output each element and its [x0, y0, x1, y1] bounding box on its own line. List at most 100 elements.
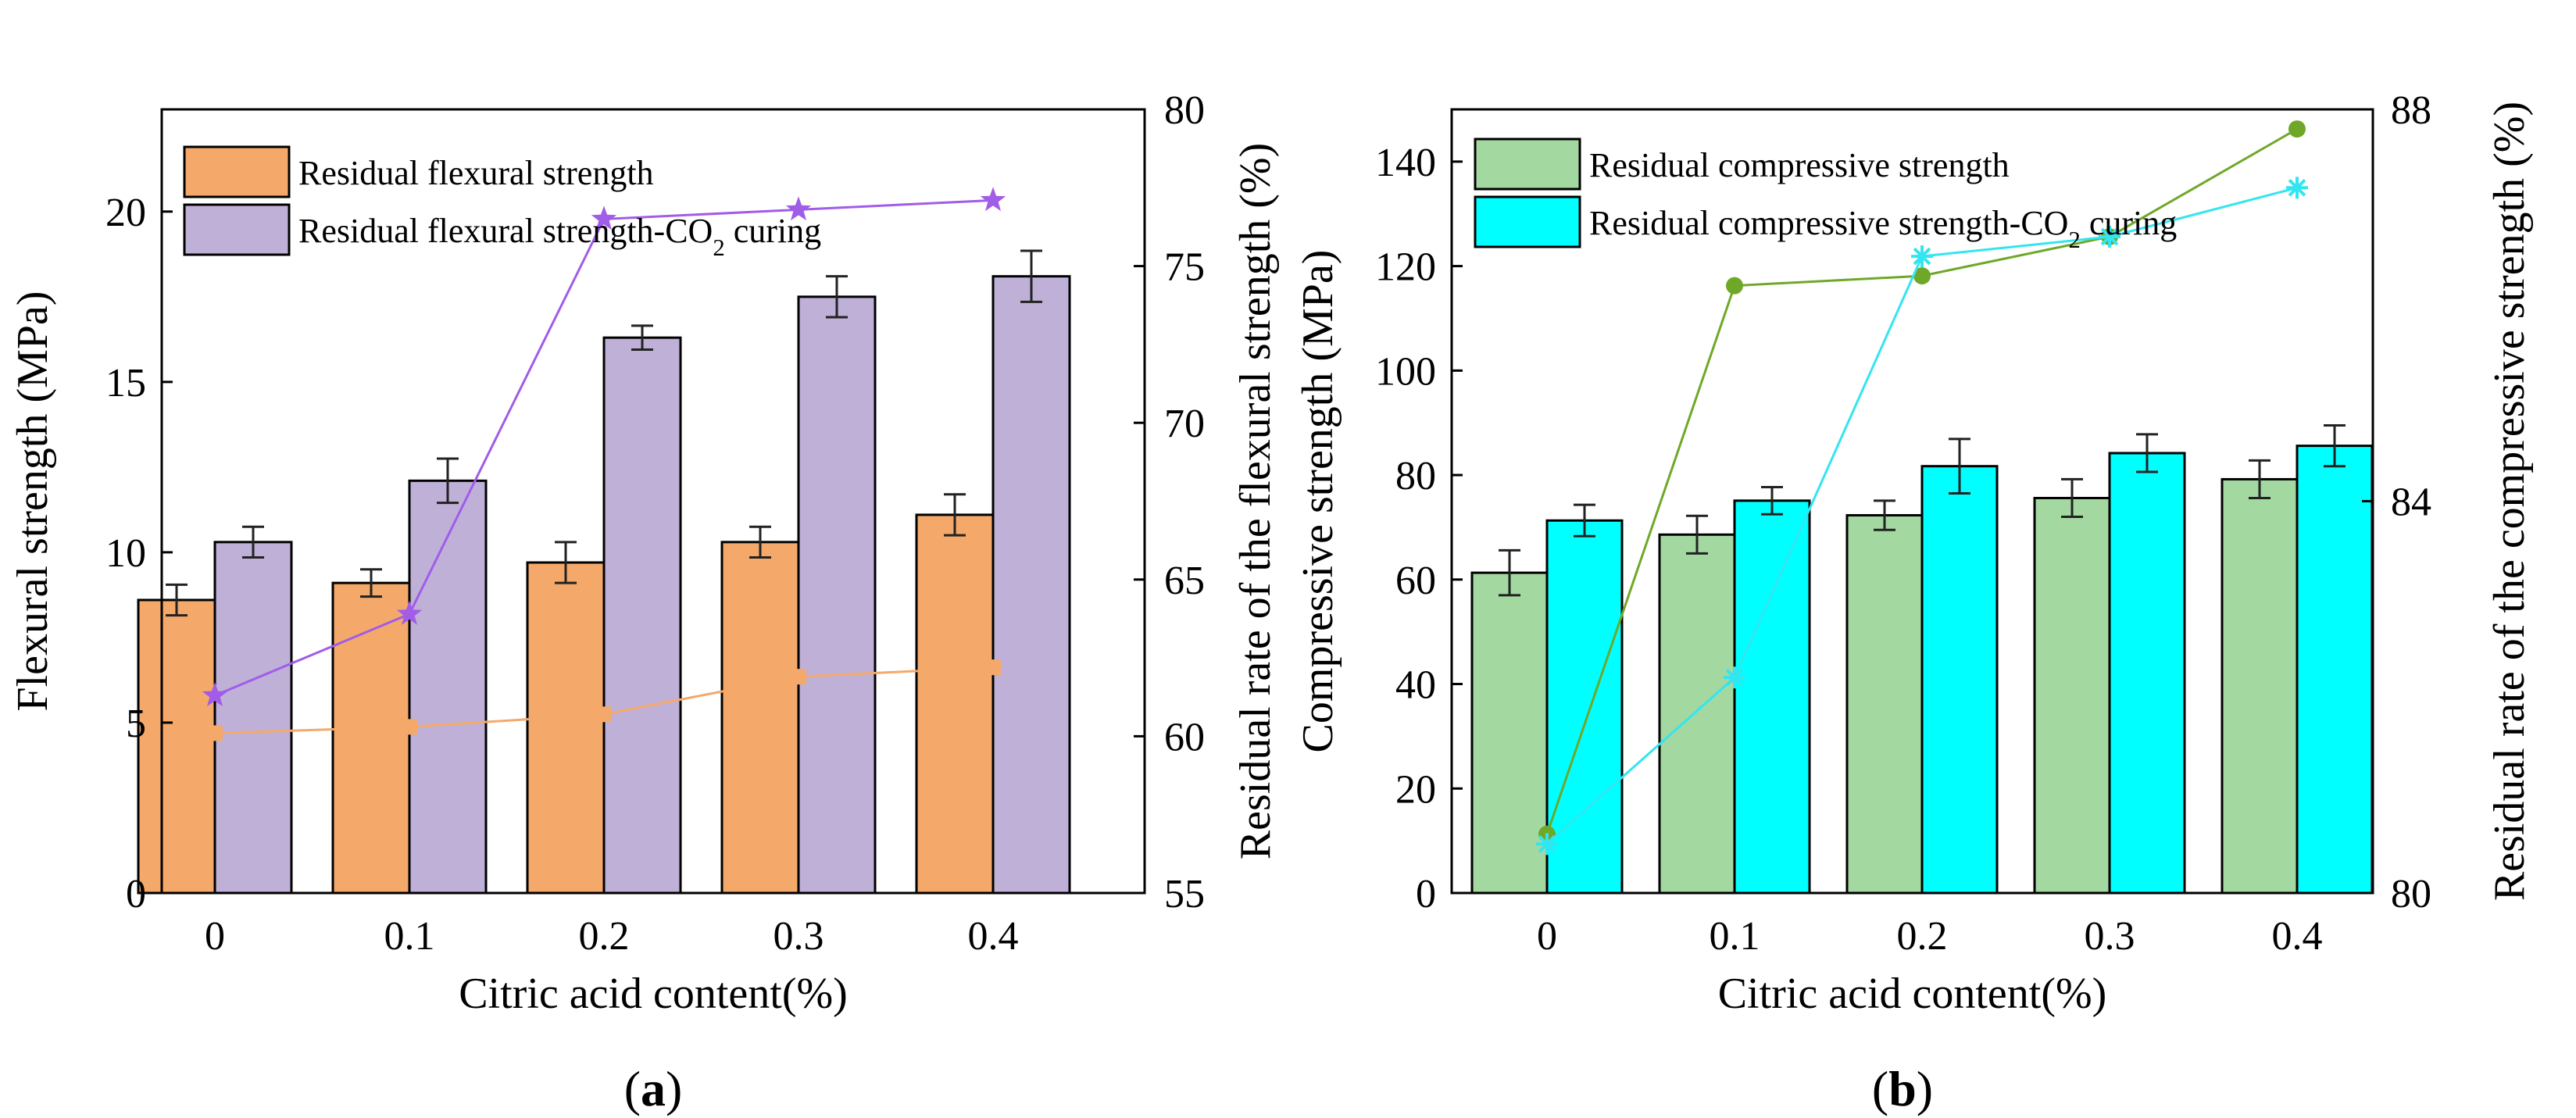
error-bar — [2249, 459, 2271, 499]
left-tick-label: 15 — [105, 361, 146, 405]
error-bar — [631, 324, 653, 351]
y-axis-right-label: Residual rate of the flexural strength (… — [1231, 143, 1280, 859]
bar — [915, 513, 995, 895]
error-bar — [1949, 438, 1970, 495]
rate-point — [202, 682, 228, 706]
rate-point — [1726, 277, 1743, 295]
left-tick-label: 0 — [126, 872, 146, 916]
bar — [137, 598, 216, 895]
right-tick-label: 65 — [1164, 559, 1205, 603]
x-tick-label: 0.3 — [2085, 914, 2135, 959]
legend-swatch — [1474, 138, 1581, 191]
rate-point — [591, 205, 617, 230]
left-tick-label: 5 — [126, 702, 146, 746]
left-tick-label: 80 — [1395, 454, 1436, 498]
error-bar — [1761, 485, 1783, 516]
bar — [331, 581, 411, 895]
x-tick-label: 0.4 — [968, 914, 1019, 959]
bar — [408, 479, 488, 895]
rate-point — [1536, 833, 1558, 855]
rate-point — [396, 600, 423, 625]
bar — [2033, 496, 2111, 895]
right-tick-label: 75 — [1164, 245, 1205, 290]
rate-point — [2099, 225, 2120, 248]
error-bar — [2324, 424, 2346, 468]
error-bar — [555, 541, 577, 584]
panel-a: 0 5 10 15 20 55 60 65 70 75 80 0 0.1 0.2 0.3 0.4 Citric … — [9, 88, 1280, 1116]
left-tick-label: 20 — [105, 191, 146, 235]
x-tick-label: 0.2 — [1897, 914, 1948, 959]
error-bar — [1020, 249, 1042, 303]
error-bar — [944, 493, 966, 537]
left-tick-label: 40 — [1395, 663, 1436, 708]
legend-swatch — [1474, 195, 1581, 248]
right-tick-label: 60 — [1164, 715, 1205, 759]
x-axis-label: Citric acid content(%) — [459, 970, 848, 1018]
error-bar — [826, 275, 848, 319]
x-tick-label: 0 — [1537, 914, 1557, 959]
x-axis: 0 0.1 0.2 0.3 0.4 — [205, 882, 1019, 959]
rate-lines — [202, 187, 1006, 741]
error-bar — [1874, 499, 1895, 531]
rate-point — [985, 659, 1001, 676]
x-tick-label: 0 — [205, 914, 225, 959]
rate-point — [402, 719, 417, 735]
rate-point — [2286, 177, 2308, 199]
left-axis: 0 20 40 60 80 100 120 140 — [1375, 141, 1463, 916]
legend-label: Residual compressive strength-CO2 curing — [1589, 204, 2177, 253]
bar — [720, 541, 800, 895]
rate-point — [1913, 267, 1931, 285]
right-tick-label: 80 — [1164, 88, 1205, 133]
x-axis: 0 0.1 0.2 0.3 0.4 — [1537, 882, 2323, 959]
legend-label: Residual compressive strength — [1589, 146, 2010, 184]
left-tick-label: 0 — [1416, 872, 1436, 916]
x-tick-label: 0.4 — [2272, 914, 2323, 959]
error-bar — [1686, 514, 1708, 555]
error-bar — [1499, 548, 1520, 597]
error-bar — [360, 568, 382, 598]
x-tick-label: 0.2 — [579, 914, 630, 959]
bar — [1545, 519, 1624, 895]
bar — [1733, 499, 1811, 895]
panel-label: (b) — [1872, 1061, 1933, 1116]
bar — [2221, 477, 2299, 895]
right-axis: 55 60 65 70 75 80 — [1134, 88, 1205, 916]
right-axis: 80 84 88 — [2362, 88, 2431, 916]
rate-lines — [1536, 120, 2308, 855]
bar — [1658, 533, 1736, 895]
rate-point — [785, 196, 812, 221]
plot-frame — [160, 108, 1146, 895]
rate-point — [207, 725, 223, 741]
legend-swatch — [183, 145, 291, 198]
left-tick-label: 120 — [1375, 245, 1436, 290]
error-bar — [437, 457, 459, 505]
bar — [2296, 445, 2374, 895]
right-tick-label: 84 — [2391, 480, 2431, 525]
rate-point — [980, 187, 1006, 212]
bar — [991, 275, 1071, 895]
error-bar — [749, 525, 771, 559]
y-axis-label: Flexural strength (MPa) — [9, 291, 57, 711]
bar — [602, 336, 682, 895]
bar — [1845, 514, 1924, 895]
bars — [137, 249, 1071, 895]
bar — [526, 561, 606, 895]
right-tick-label: 55 — [1164, 872, 1205, 916]
left-axis: 0 5 10 15 20 — [105, 191, 173, 916]
legend-label: Residual flexural strength-CO2 curing — [298, 212, 821, 261]
left-tick-label: 140 — [1375, 141, 1436, 185]
error-bar — [2061, 477, 2083, 519]
bar — [1920, 465, 1999, 895]
left-tick-label: 10 — [105, 531, 146, 576]
rate-point — [791, 669, 806, 685]
x-tick-label: 0.3 — [774, 914, 824, 959]
y-axis-right-label: Residual rate of the compressive strengt… — [2485, 102, 2534, 901]
error-bar — [242, 525, 264, 559]
left-tick-label: 60 — [1395, 559, 1436, 603]
error-bar — [1574, 503, 1595, 538]
left-tick-label: 100 — [1375, 349, 1436, 394]
bar — [2108, 452, 2186, 895]
error-bar — [2136, 433, 2158, 473]
left-tick-label: 20 — [1395, 767, 1436, 812]
